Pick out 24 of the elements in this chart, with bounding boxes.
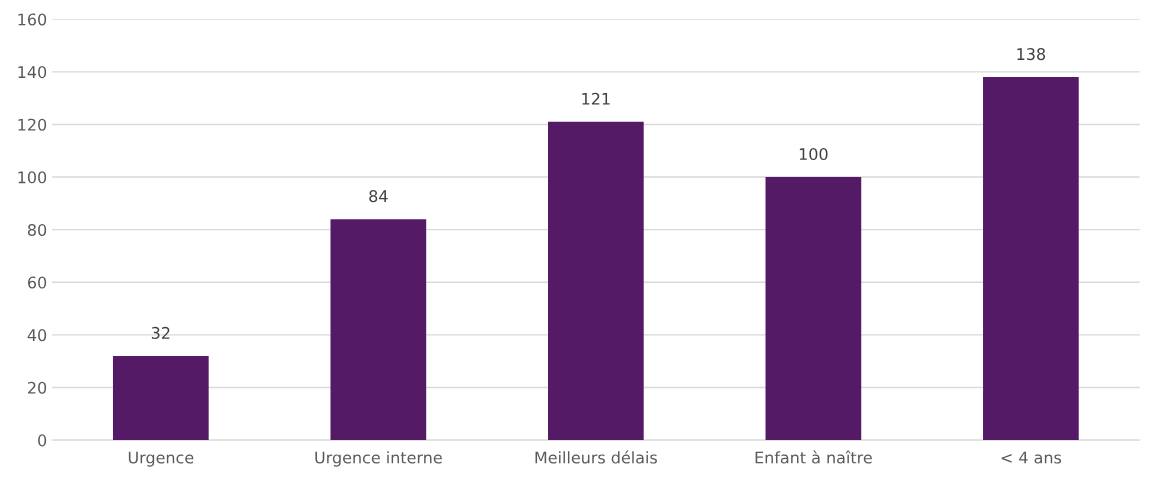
y-tick-label: 140 xyxy=(18,66,47,79)
y-tick-label: 20 xyxy=(28,381,47,394)
bar xyxy=(112,355,209,441)
x-tick-label: Urgence xyxy=(128,451,194,467)
y-tick-label: 40 xyxy=(27,329,47,342)
y-tick-label: 100 xyxy=(18,171,47,184)
data-label: 121 xyxy=(582,92,610,105)
bar xyxy=(765,177,862,441)
y-tick-label: 0 xyxy=(38,434,47,447)
y-tick-label: 60 xyxy=(27,276,47,289)
bar xyxy=(548,121,644,441)
x-tick-label: Enfant à naître xyxy=(755,450,872,464)
x-tick-label: Urgence interne xyxy=(315,451,442,467)
data-label: 84 xyxy=(369,190,388,203)
x-tick-label: Meilleurs délais xyxy=(535,450,657,464)
bar xyxy=(983,77,1079,441)
y-tick-label: 160 xyxy=(18,13,47,26)
data-label: 32 xyxy=(151,326,170,339)
data-label: 138 xyxy=(1017,48,1046,61)
y-tick-label: 80 xyxy=(27,223,47,236)
x-tick-label: < 4 ans xyxy=(1001,451,1062,464)
bar xyxy=(330,219,427,441)
data-label: 100 xyxy=(799,148,828,161)
y-tick-label: 120 xyxy=(18,118,47,131)
